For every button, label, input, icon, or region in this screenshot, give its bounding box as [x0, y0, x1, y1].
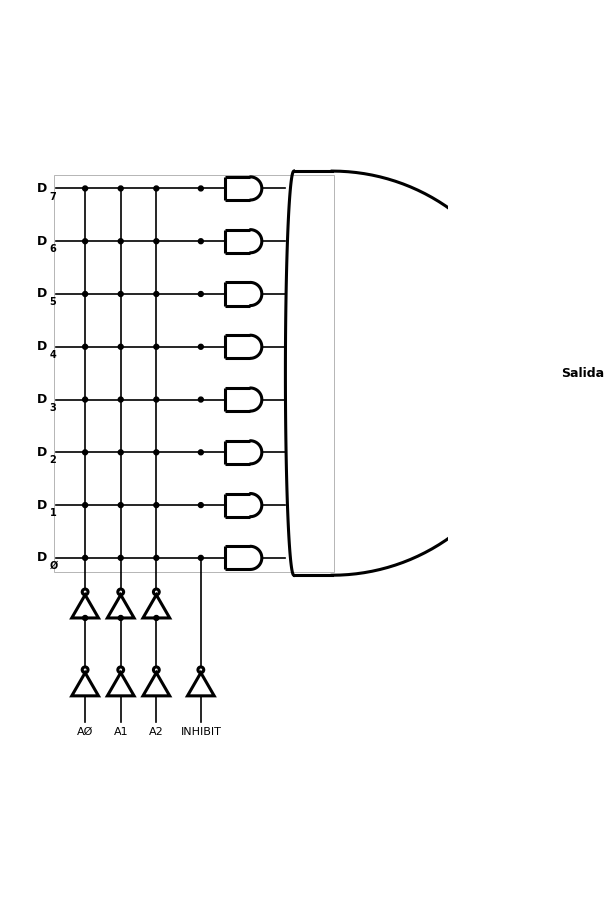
Text: AØ: AØ — [77, 727, 93, 737]
Circle shape — [83, 292, 88, 296]
Bar — [54, 175, 334, 572]
Text: D: D — [37, 182, 48, 195]
Circle shape — [83, 450, 88, 455]
Circle shape — [118, 503, 123, 507]
Circle shape — [118, 239, 123, 243]
Circle shape — [154, 616, 159, 620]
Circle shape — [118, 292, 123, 296]
Text: INHIBIT: INHIBIT — [181, 727, 221, 737]
Text: 3: 3 — [49, 403, 56, 413]
Circle shape — [118, 616, 123, 620]
Text: D: D — [37, 445, 48, 459]
Circle shape — [83, 397, 88, 402]
Circle shape — [198, 292, 203, 296]
Circle shape — [154, 450, 159, 455]
Circle shape — [154, 556, 159, 560]
Text: 5: 5 — [49, 297, 56, 307]
Text: 2: 2 — [49, 456, 56, 466]
Text: D: D — [37, 551, 48, 565]
Circle shape — [83, 344, 88, 349]
Text: D: D — [37, 341, 48, 353]
Text: D: D — [37, 498, 48, 512]
Text: 6: 6 — [49, 244, 56, 254]
Circle shape — [83, 616, 88, 620]
Circle shape — [198, 503, 203, 507]
Circle shape — [118, 450, 123, 455]
Text: D: D — [37, 393, 48, 406]
Circle shape — [154, 239, 159, 243]
Circle shape — [198, 450, 203, 455]
Circle shape — [83, 503, 88, 507]
Text: D: D — [37, 288, 48, 301]
Text: 1: 1 — [49, 508, 56, 518]
Circle shape — [118, 556, 123, 560]
Circle shape — [198, 239, 203, 243]
Circle shape — [154, 186, 159, 191]
Text: A1: A1 — [113, 727, 128, 737]
Circle shape — [198, 397, 203, 402]
Circle shape — [118, 397, 123, 402]
Text: 4: 4 — [49, 350, 56, 360]
Circle shape — [154, 397, 159, 402]
Circle shape — [118, 344, 123, 349]
Text: 7: 7 — [49, 191, 56, 201]
Circle shape — [198, 344, 203, 349]
Circle shape — [198, 556, 203, 560]
Circle shape — [198, 186, 203, 191]
Circle shape — [83, 556, 88, 560]
Circle shape — [154, 503, 159, 507]
Circle shape — [154, 344, 159, 349]
Text: Ø: Ø — [49, 561, 58, 571]
Text: D: D — [37, 235, 48, 248]
Circle shape — [83, 186, 88, 191]
Circle shape — [83, 239, 88, 243]
Text: Salida: Salida — [561, 366, 604, 380]
Circle shape — [118, 186, 123, 191]
Circle shape — [154, 292, 159, 296]
Text: A2: A2 — [149, 727, 163, 737]
